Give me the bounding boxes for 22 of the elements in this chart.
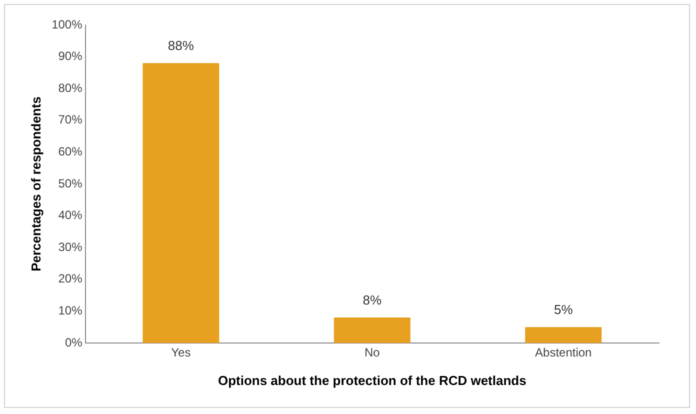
x-tick-label: No [364,346,380,360]
y-tick-label: 70% [58,112,83,127]
data-label: 5% [554,302,574,318]
y-tick-label: 100% [52,17,83,32]
data-label: 88% [168,38,194,54]
y-tick-label: 60% [58,144,83,159]
y-tick-label: 90% [58,49,83,64]
data-label: 8% [362,292,382,308]
bar [334,318,410,343]
y-tick-label: 80% [58,80,83,95]
x-tick-label: Abstention [535,346,592,360]
bar [525,327,602,343]
y-tick-label: 10% [58,304,83,318]
y-tick-label: 30% [58,240,83,254]
y-axis-title: Percentages of respondents [28,96,44,272]
y-tick-label: 0% [64,335,83,350]
x-tick-label: Yes [171,346,191,360]
x-axis-title: Options about the protection of the RCD wetlands [218,372,526,388]
y-tick-label: 20% [58,272,83,286]
y-tick-label: 40% [58,208,83,222]
y-tick-label: 50% [58,176,83,190]
bar [142,63,220,343]
